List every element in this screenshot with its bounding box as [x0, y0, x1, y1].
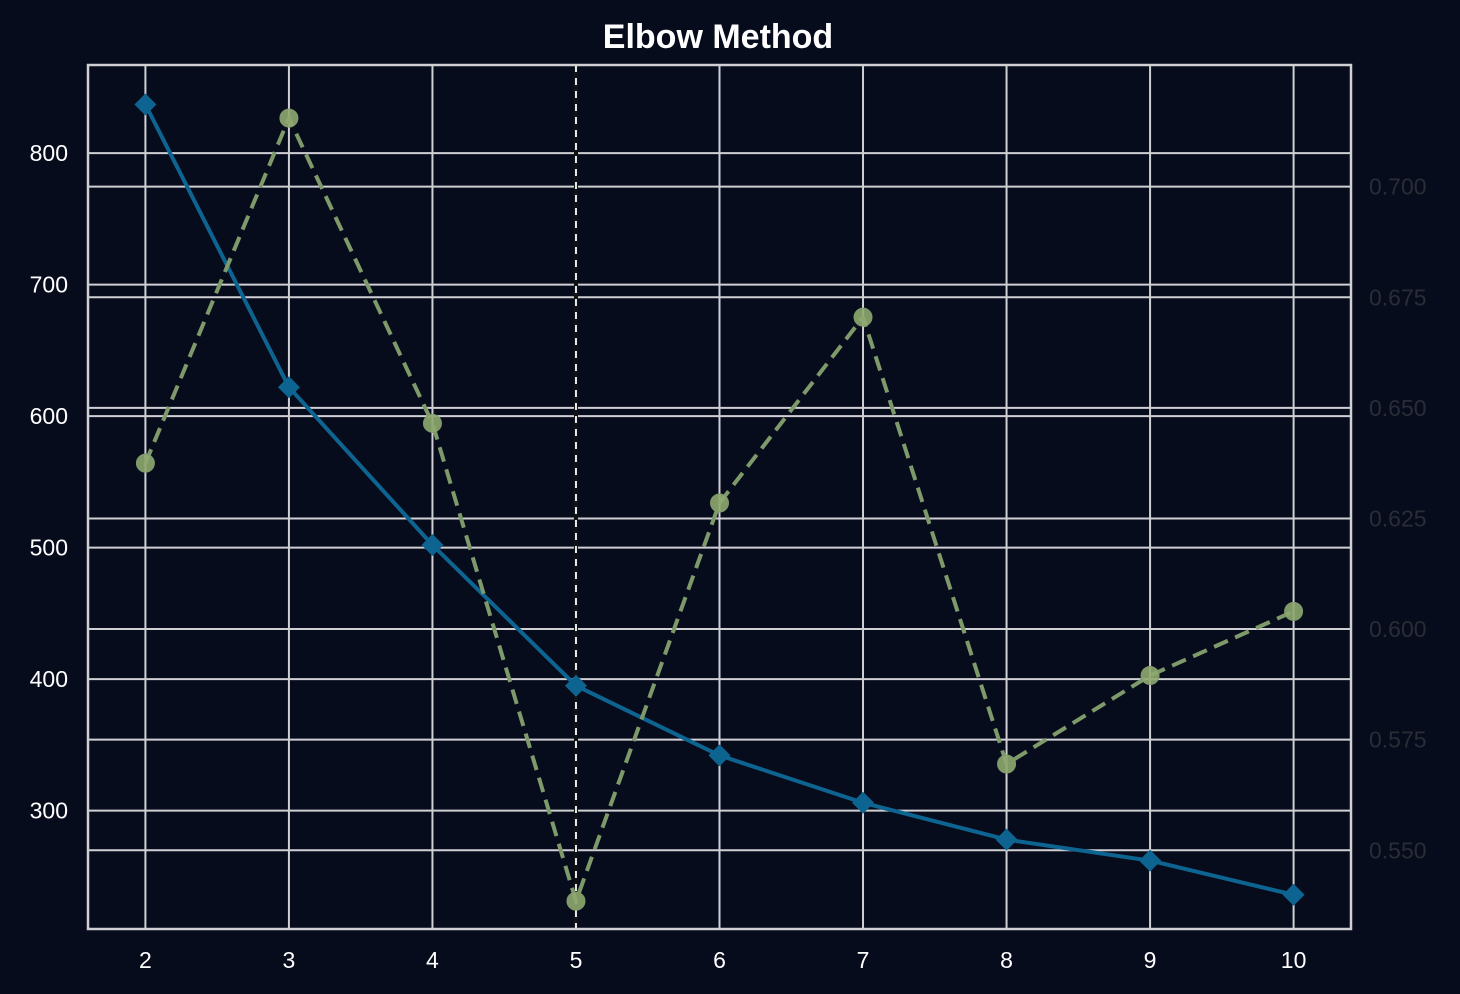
series-2-point	[566, 891, 586, 911]
y-right-tick-label: 0.600	[1369, 616, 1427, 642]
plot-frame	[86, 63, 1353, 931]
y-left-tick-label: 600	[30, 403, 68, 429]
x-tick-label: 8	[1000, 947, 1013, 973]
y-right-tick-label: 0.700	[1369, 174, 1427, 200]
series-group	[134, 93, 1305, 911]
series-1-point	[564, 674, 587, 697]
series-2-point	[422, 413, 442, 433]
y-left-tick-label: 700	[30, 272, 68, 298]
chart-title: Elbow Method	[603, 18, 833, 56]
series-2-point	[135, 453, 155, 473]
y-right-tick-label: 0.575	[1369, 727, 1427, 753]
x-tick-label: 7	[857, 947, 870, 973]
series-1-point	[708, 744, 731, 767]
grid	[88, 65, 1351, 929]
series-2-point	[1284, 601, 1304, 621]
x-tick-label: 5	[570, 947, 583, 973]
y-right-tick-label: 0.625	[1369, 505, 1427, 531]
y-right-tick-label: 0.550	[1369, 837, 1427, 863]
series-2-point	[279, 108, 299, 128]
plot-border	[86, 63, 1353, 931]
x-tick-label: 2	[139, 947, 152, 973]
series-1-point	[995, 828, 1018, 851]
series-2-point	[853, 307, 873, 327]
y-left-tick-label: 300	[30, 798, 68, 824]
x-tick-label: 3	[283, 947, 296, 973]
series-1-point	[134, 93, 157, 116]
y-right-tick-label: 0.650	[1369, 395, 1427, 421]
y-left-tick-label: 500	[30, 535, 68, 561]
series-2-point	[1140, 666, 1160, 686]
series-1-point	[852, 791, 875, 814]
series-2-point	[997, 754, 1017, 774]
series-1-point	[277, 376, 300, 399]
series-1-point	[1282, 883, 1305, 906]
x-tick-label: 10	[1281, 947, 1307, 973]
tick-labels: 2 3 4 5 6 7 8 9 10 300 400 500 600 700 800 0.550 0.575 0.…	[30, 140, 1427, 973]
x-tick-label: 9	[1144, 947, 1157, 973]
y-right-tick-label: 0.675	[1369, 284, 1427, 310]
series-1-point	[1139, 849, 1162, 872]
y-left-tick-label: 400	[30, 666, 68, 692]
series-2-point	[710, 493, 729, 513]
y-left-tick-label: 800	[30, 140, 68, 166]
x-tick-label: 4	[426, 947, 439, 973]
x-tick-label: 6	[713, 947, 726, 973]
series-1-point	[421, 534, 444, 556]
